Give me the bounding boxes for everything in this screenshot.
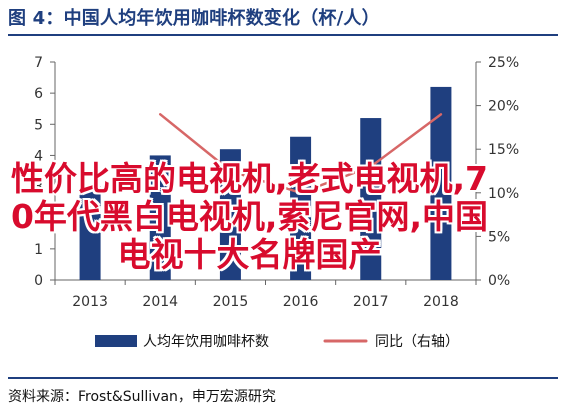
source-note: 资料来源：Frost&Sullivan，申万宏源研究	[8, 389, 276, 405]
left-y-tick-label: 4	[34, 148, 43, 164]
left-y-tick-label: 3	[34, 180, 43, 196]
bar-2017	[360, 118, 382, 280]
x-tick-label-2014: 2014	[142, 294, 178, 310]
x-tick-label-2015: 2015	[213, 294, 249, 310]
right-y-tick-label: 0%	[488, 273, 510, 289]
bar-2015	[219, 149, 241, 280]
source-rule	[8, 377, 558, 379]
right-y-tick-label: 20%	[488, 99, 519, 115]
right-y-tick-label: 25%	[488, 55, 519, 71]
x-tick-label-2016: 2016	[283, 294, 319, 310]
bar-2013	[79, 186, 101, 280]
legend-line-label: 同比（右轴）	[375, 334, 459, 350]
left-y-tick-label: 6	[34, 86, 43, 102]
right-y-tick-label: 15%	[488, 142, 519, 158]
legend-bar-label: 人均年饮用咖啡杯数	[143, 334, 269, 350]
x-tick-label-2017: 2017	[353, 294, 389, 310]
right-y-tick-label: 10%	[488, 186, 519, 202]
x-tick-label-2018: 2018	[423, 294, 459, 310]
left-y-tick-label: 5	[34, 117, 43, 133]
x-tick-label-2013: 2013	[72, 294, 108, 310]
bar-2018	[430, 86, 452, 281]
title-rule	[8, 34, 558, 36]
left-y-tick-label: 7	[34, 55, 43, 71]
left-y-tick-label: 2	[34, 211, 43, 227]
legend-bar-swatch	[95, 335, 137, 347]
left-y-tick-label: 1	[34, 242, 43, 258]
chart-title: 图 4：中国人均年饮用咖啡杯数变化（杯/人）	[8, 8, 380, 29]
bar-2016	[290, 136, 312, 280]
left-y-tick-label: 0	[34, 273, 43, 289]
bar-2014	[149, 155, 171, 280]
right-y-tick-label: 5%	[488, 229, 510, 245]
